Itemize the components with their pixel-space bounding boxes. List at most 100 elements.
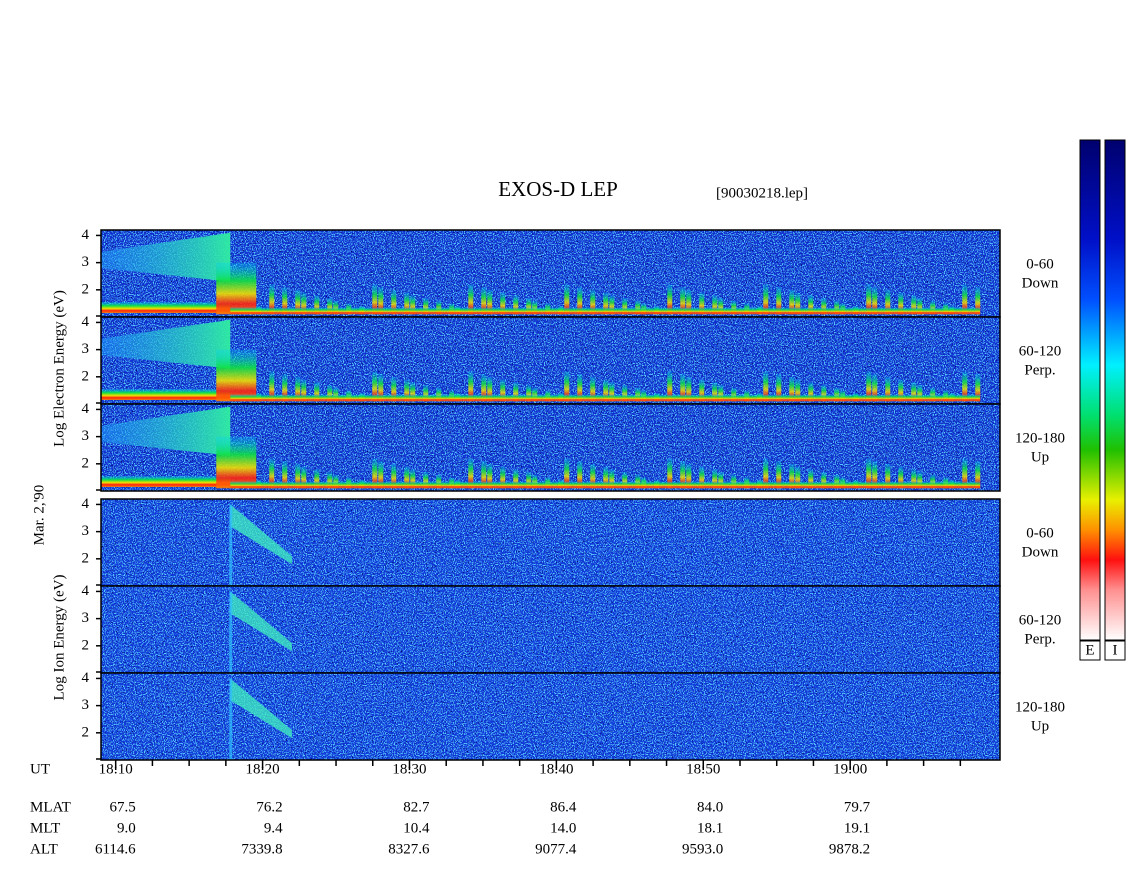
burst: [712, 469, 718, 489]
ion-dispersion: [230, 678, 292, 739]
burst: [776, 461, 782, 489]
burst: [487, 289, 493, 315]
burst: [577, 287, 583, 315]
row-label: UT: [30, 761, 50, 777]
burst: [686, 463, 692, 489]
burst: [327, 297, 333, 315]
colorbar-label: I: [1113, 642, 1118, 658]
low-energy-band: [230, 394, 981, 402]
burst: [481, 287, 487, 315]
x-tick-label: 18:20: [245, 761, 279, 777]
y-tick-label: 3: [82, 254, 90, 270]
colorbar: [1104, 139, 1126, 641]
early-plasma: [101, 232, 231, 282]
burst: [609, 469, 615, 489]
burst: [776, 287, 782, 315]
burst: [962, 284, 968, 315]
burst: [776, 374, 782, 402]
burst: [564, 371, 570, 402]
row-label: ALT: [30, 841, 58, 857]
burst: [513, 382, 519, 402]
burst: [718, 297, 724, 315]
burst: [975, 461, 981, 489]
burst: [372, 371, 378, 402]
burst: [378, 287, 384, 315]
burst: [301, 379, 307, 402]
burst: [917, 384, 923, 402]
row-value: 14.0: [550, 820, 576, 836]
burst: [622, 471, 628, 489]
burst: [295, 289, 301, 315]
ion-edge: [229, 591, 233, 673]
burst: [962, 371, 968, 402]
burst: [327, 384, 333, 402]
burst: [526, 384, 532, 402]
burst: [410, 295, 416, 315]
colorbar: [1079, 139, 1101, 641]
panel-label: 60-120: [1019, 612, 1062, 628]
burst: [821, 297, 827, 315]
panel-label: Up: [1031, 718, 1049, 734]
burst: [795, 466, 801, 489]
burst: [378, 461, 384, 489]
y-axis-label: Log Ion Energy (eV): [51, 575, 67, 701]
burst: [680, 461, 686, 489]
burst: [526, 471, 532, 489]
burst: [622, 297, 628, 315]
y-tick-label: 2: [82, 455, 90, 471]
burst: [866, 458, 872, 489]
burst: [795, 379, 801, 402]
panel-frame: [100, 403, 1001, 492]
burst: [872, 461, 878, 489]
burst: [423, 384, 429, 402]
burst: [917, 297, 923, 315]
panel-label: Perp.: [1024, 362, 1055, 378]
panel-label: 120-180: [1015, 430, 1065, 446]
panel-label: Up: [1031, 449, 1049, 465]
burst: [526, 297, 532, 315]
burst: [885, 289, 891, 315]
row-label: MLT: [30, 820, 60, 836]
burst: [872, 374, 878, 402]
ion-edge: [229, 678, 233, 760]
burst: [269, 371, 275, 402]
burst: [789, 289, 795, 315]
burst: [699, 292, 705, 315]
burst: [917, 471, 923, 489]
burst: [603, 466, 609, 489]
burst: [763, 284, 769, 315]
burst: [789, 463, 795, 489]
x-tick-label: 18:30: [392, 761, 426, 777]
burst: [481, 461, 487, 489]
file-label: [90030218.lep]: [716, 185, 808, 201]
burst: [314, 469, 320, 489]
burst: [603, 379, 609, 402]
row-value: 9077.4: [535, 841, 577, 857]
burst: [513, 295, 519, 315]
burst: [423, 297, 429, 315]
burst: [667, 284, 673, 315]
burst: [821, 471, 827, 489]
row-value: 9.0: [117, 820, 136, 836]
burst: [590, 463, 596, 489]
colorbar-label-box: [1079, 640, 1101, 661]
row-value: 10.4: [403, 820, 430, 836]
panel-label: Down: [1022, 544, 1059, 560]
burst: [301, 292, 307, 315]
burst: [763, 458, 769, 489]
row-value: 67.5: [109, 799, 135, 815]
burst: [680, 374, 686, 402]
burst: [885, 376, 891, 402]
x-tick-label: 19:00: [833, 761, 867, 777]
ion-dispersion: [230, 591, 292, 652]
burst: [603, 292, 609, 315]
row-value: 7339.8: [241, 841, 282, 857]
row-value: 6114.6: [95, 841, 136, 857]
burst: [564, 458, 570, 489]
chart-title: EXOS-D LEP: [498, 177, 618, 201]
burst: [699, 466, 705, 489]
burst: [282, 374, 288, 402]
panel-speckle: [101, 673, 1000, 760]
burst: [577, 461, 583, 489]
